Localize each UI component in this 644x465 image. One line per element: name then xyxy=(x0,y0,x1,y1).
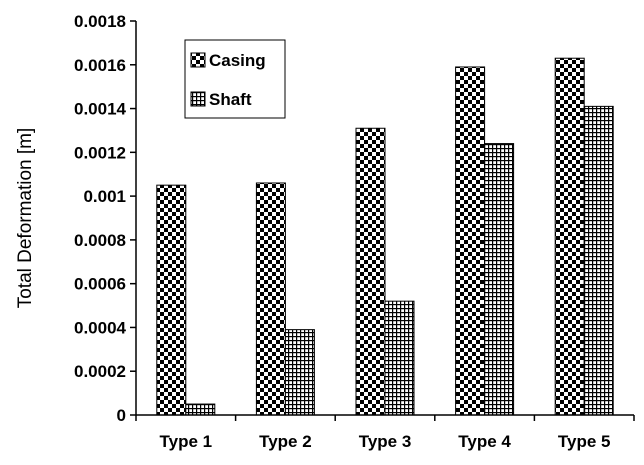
legend: Casing Shaft xyxy=(184,39,286,119)
bar-shaft-4 xyxy=(484,143,515,416)
legend-label-shaft: Shaft xyxy=(209,90,252,109)
x-category-label: Type 3 xyxy=(359,432,412,451)
y-axis-title: Total Deformation [m] xyxy=(15,128,36,309)
bar-casing-2 xyxy=(255,182,286,416)
bar-casing-1 xyxy=(156,184,187,416)
legend-swatch-casing xyxy=(190,52,206,68)
x-category-label: Type 1 xyxy=(160,432,213,451)
bar-shaft-1 xyxy=(185,403,216,416)
y-axis-ticks: 0 0.0002 0.0004 0.0006 0.0008 0.001 0.0012 0.00… xyxy=(74,12,136,425)
y-tick-label: 0.0008 xyxy=(74,231,126,250)
bar-shaft-5 xyxy=(583,105,614,416)
x-category-label: Type 5 xyxy=(558,432,611,451)
y-tick-label: 0.0018 xyxy=(74,12,126,31)
y-tick-label: 0.0016 xyxy=(74,56,126,75)
y-tick-label: 0.0014 xyxy=(74,100,127,119)
bar-shaft-3 xyxy=(384,300,415,416)
legend-swatch-shaft xyxy=(190,91,206,107)
x-category-label: Type 4 xyxy=(458,432,511,451)
axes xyxy=(135,21,634,416)
x-axis-labels: Type 1 Type 2 Type 3 Type 4 Type 5 xyxy=(135,415,635,451)
bar-shaft-2 xyxy=(284,329,315,416)
legend-label-casing: Casing xyxy=(209,51,266,70)
y-tick-label: 0.0012 xyxy=(74,143,126,162)
bar-casing-3 xyxy=(355,127,386,416)
y-tick-label: 0.0004 xyxy=(74,318,127,337)
y-tick-label: 0.0006 xyxy=(74,275,126,294)
x-category-label: Type 2 xyxy=(259,432,312,451)
y-tick-label: 0.001 xyxy=(83,187,126,206)
bar-casing-5 xyxy=(554,57,585,416)
bar-casing-4 xyxy=(455,66,486,416)
y-tick-label: 0.0002 xyxy=(74,362,126,381)
y-tick-label: 0 xyxy=(117,406,126,425)
bars xyxy=(156,57,614,416)
